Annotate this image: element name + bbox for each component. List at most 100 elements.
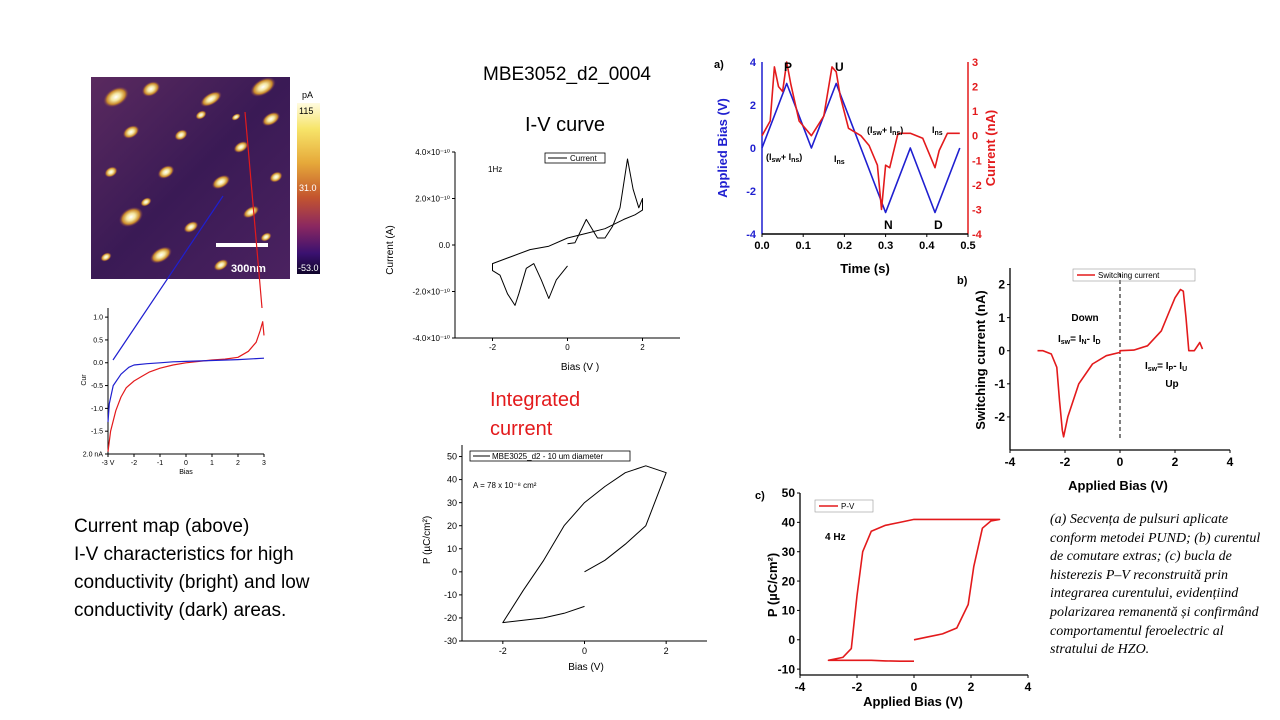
y-tick-label: 20 <box>447 521 457 531</box>
right-tick-label: -3 <box>972 204 982 216</box>
switching-current-chart: -4 -2 0 2 4 2 1 0 -1 -2 Switching current Down Isw= … <box>957 268 1234 493</box>
right-tick-label: -1 <box>972 155 982 167</box>
y-tick-label: 50 <box>782 486 796 500</box>
y-tick-label: 0 <box>788 633 795 647</box>
afm-bright-grain-2 <box>200 91 222 107</box>
y-tick-label: 0.0 <box>439 241 451 250</box>
legend-box <box>469 450 631 462</box>
small-iv-chart: -3 V -2 -1 0 1 2 3 1.0 0.5 0.0 -0.5 -1.0 -1.5 2.0 nA B… <box>81 308 266 476</box>
series-bright <box>107 321 265 452</box>
y-tick-label: 2.0×10⁻¹⁰ <box>415 194 450 203</box>
y-tick-label: 0 <box>452 567 457 577</box>
s4: - I <box>1087 334 1096 345</box>
y-tick-label: 30 <box>447 498 457 508</box>
x-tick-label: 2 <box>968 680 975 694</box>
legend-label: MBE3025_d2 - 10 um diameter <box>492 452 604 461</box>
y-tick-label: 2.0 nA <box>83 451 104 458</box>
left-tick-label: -2 <box>746 186 756 198</box>
y-tick-label: -1.5 <box>91 429 103 436</box>
colorbar-mid: 31.0 <box>299 183 317 193</box>
figure-caption: (a) Secvența de pulsuri aplicate conform… <box>1050 512 1261 658</box>
left-line-2: I-V characteristics for high <box>74 544 294 565</box>
y-tick-label: 10 <box>447 544 457 554</box>
x-tick-label: 0 <box>1117 455 1124 469</box>
y-axis-title: Switching current (nA) <box>973 290 988 429</box>
panel-label: c) <box>755 490 765 502</box>
afm-bright-grain-5 <box>122 125 140 139</box>
s2: = I <box>1070 334 1082 345</box>
u4: - I <box>1173 361 1182 372</box>
afm-texture <box>91 77 290 279</box>
afm-bright-grain-6 <box>174 129 188 141</box>
iv-curve-line <box>492 158 643 306</box>
y-tick-label: -2.0×10⁻¹⁰ <box>413 287 450 296</box>
label-isw-ins-1-e: ) <box>799 152 802 162</box>
y-tick-label: -4.0×10⁻¹⁰ <box>413 334 450 343</box>
label-ins-1: Ins <box>834 154 845 166</box>
right-tick-label: 0 <box>972 131 978 143</box>
label-isw-ins-1-a: (I <box>766 152 772 162</box>
afm-bright-grain-3 <box>250 77 276 97</box>
y-tick-label: 0 <box>998 344 1005 358</box>
x-axis-title: Applied Bias (V) <box>1068 478 1168 493</box>
legend-label: Switching current <box>1098 271 1160 280</box>
colorbar-unit: pA <box>302 90 314 100</box>
label-isw-ins-2-d: ns <box>892 130 900 137</box>
left-line-3: conductivity (bright) and low <box>74 572 310 593</box>
iv-curve-chart: -2 0 2 4.0×10⁻¹⁰ 2.0×10⁻¹⁰ 0.0 -2.0×10⁻¹⁰ -4.0×… <box>385 148 680 373</box>
afm-bright-grain-10 <box>211 174 231 190</box>
afm-bright-grain-8 <box>104 166 118 178</box>
colorbar-min: -53.0 <box>298 263 319 273</box>
left-tick-label: 4 <box>750 57 757 69</box>
s1: sw <box>1061 339 1071 346</box>
afm-bright-grain-18 <box>195 110 207 120</box>
y-tick-label: -10 <box>778 662 796 676</box>
label-up: Up <box>1165 379 1178 390</box>
right-axis-title: Current (nA) <box>983 110 998 187</box>
label-down: Down <box>1071 313 1098 324</box>
panel-label: a) <box>714 59 724 71</box>
right-tick-label: 3 <box>972 57 978 69</box>
applied-bias-line <box>761 82 961 214</box>
x-tick-label: 0 <box>911 680 918 694</box>
x-tick-label: 0 <box>565 343 570 352</box>
y-tick-label: 40 <box>782 516 796 530</box>
panel-label: b) <box>957 275 968 287</box>
y-tick-label: 40 <box>447 475 457 485</box>
y-axis-title: P (µC/cm²) <box>422 516 433 564</box>
iv-title: I-V curve <box>525 114 606 136</box>
afm-bright-grain-21 <box>231 113 241 121</box>
x-tick-label: -2 <box>1060 455 1071 469</box>
x-tick-label: -3 V <box>102 460 115 467</box>
legend-box <box>544 152 606 164</box>
y-tick-label: 4.0×10⁻¹⁰ <box>415 148 450 157</box>
x-tick-label: 0 <box>184 460 188 467</box>
y-tick-label: 1 <box>998 311 1005 325</box>
p-loop-line <box>502 465 667 624</box>
label-d: D <box>934 218 943 232</box>
x-tick-label: 0.0 <box>754 240 769 252</box>
left-tick-label: 2 <box>750 100 756 112</box>
y-tick-label: 50 <box>447 452 457 462</box>
y-tick-label: 20 <box>782 574 796 588</box>
annotation-freq: 1Hz <box>488 165 502 174</box>
scale-bar <box>216 243 268 247</box>
y-tick-label: 30 <box>782 545 796 559</box>
afm-bright-grain-20 <box>260 232 272 242</box>
x-tick-label: 0 <box>582 646 587 656</box>
label-isw-ins-1-c: + I <box>781 152 791 162</box>
annotation-freq: 4 Hz <box>825 532 846 543</box>
x-tick-label: -2 <box>489 343 497 352</box>
legend-label: Current <box>570 154 597 163</box>
x-tick-label: -2 <box>131 460 137 467</box>
x-axis-title: Bias (V ) <box>561 362 599 373</box>
x-axis-title: Time (s) <box>840 261 890 276</box>
label-isw-ins-1-d: ns <box>791 157 799 164</box>
x-axis-title: Applied Bias (V) <box>863 694 963 709</box>
s3: N <box>1082 339 1087 346</box>
y-tick-label: -30 <box>444 636 457 646</box>
x-tick-label: -2 <box>852 680 863 694</box>
right-tick-label: 2 <box>972 82 978 94</box>
y-tick-label: -10 <box>444 590 457 600</box>
